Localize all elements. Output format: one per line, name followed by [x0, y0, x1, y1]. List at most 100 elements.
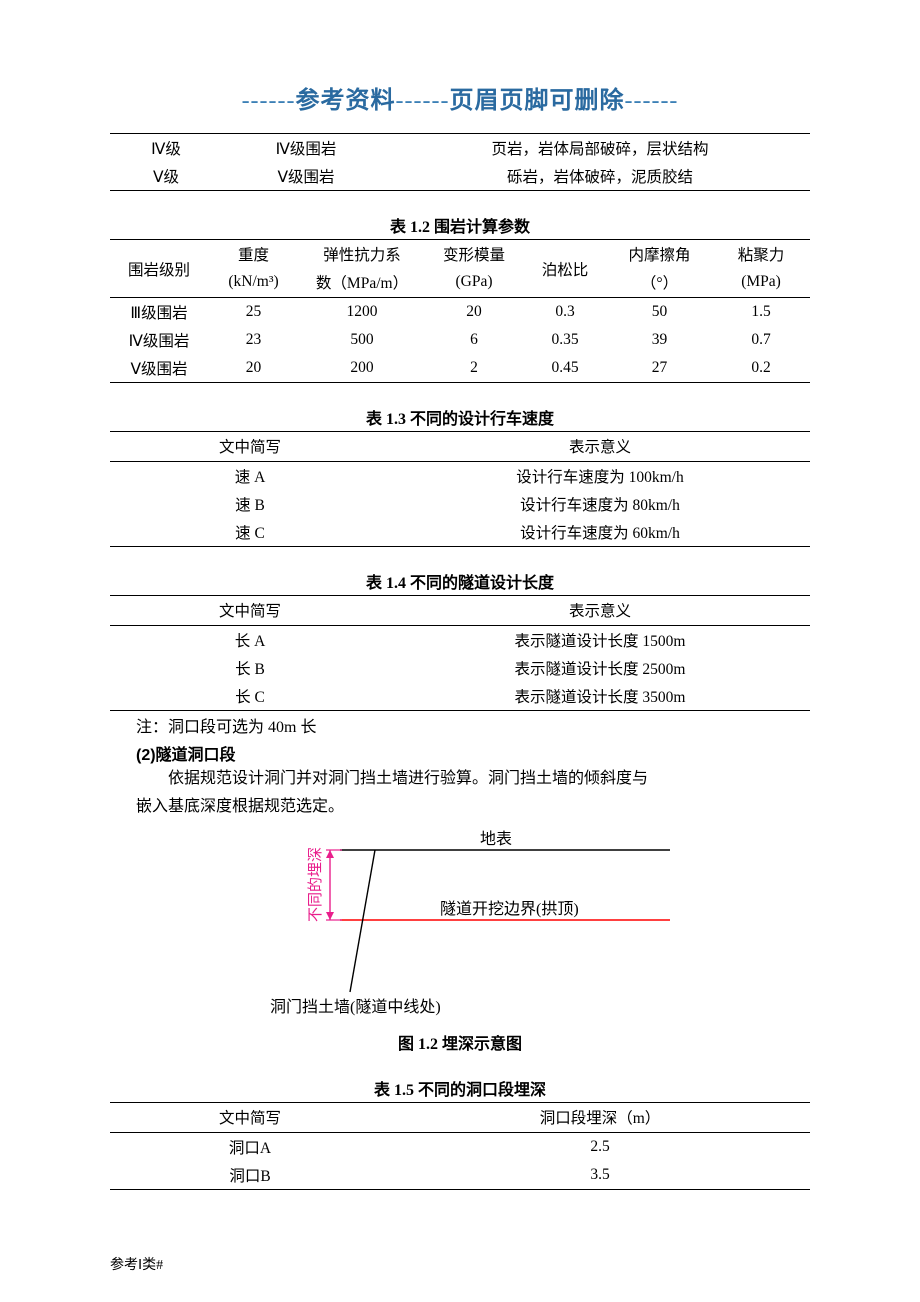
cell: 速 C: [110, 518, 390, 547]
cell: 200: [299, 354, 425, 383]
cell: 表示隧道设计长度 1500m: [390, 626, 810, 655]
section-2-title: (2)隧道洞口段: [136, 741, 810, 765]
text: 依据规范设计洞门并对洞门挡土墙进行验算。洞门挡土墙的倾斜度与: [168, 770, 648, 787]
table-row: Ⅲ级围岩251200200.3501.5: [110, 298, 810, 327]
cell: Ⅴ级: [110, 162, 222, 191]
col-subheader: (GPa): [425, 268, 523, 298]
cell: 表示隧道设计长度 2500m: [390, 654, 810, 682]
table-row: 洞口A2.5: [110, 1133, 810, 1162]
col-header: 围岩级别: [110, 240, 208, 298]
col-header: 表示意义: [390, 432, 810, 462]
table-header-row: 文中简写洞口段埋深（m）: [110, 1103, 810, 1133]
col-header: 内摩擦角: [607, 240, 712, 269]
cell: 设计行车速度为 80km/h: [390, 490, 810, 518]
cell: 2.5: [390, 1133, 810, 1162]
cell: 表示隧道设计长度 3500m: [390, 682, 810, 711]
col-subheader: (MPa): [712, 268, 810, 298]
cell: Ⅴ级围岩: [222, 162, 390, 191]
table-header-row: 文中简写表示意义: [110, 596, 810, 626]
table-subheader-row: (kN/m³) 数（MPa/m） (GPa) （°） (MPa): [110, 268, 810, 298]
cell: 长 C: [110, 682, 390, 711]
cell: 0.7: [712, 326, 810, 354]
cell: Ⅳ级围岩: [222, 134, 390, 163]
figure-depth-diagram: 地表 隧道开挖边界(拱顶) 洞门挡土墙(隧道中线处) 不同的埋深: [110, 822, 810, 1022]
col-subheader: 数（MPa/m）: [299, 268, 425, 298]
table-portal-depth: 文中简写洞口段埋深（m） 洞口A2.5 洞口B3.5: [110, 1102, 810, 1190]
table3-caption: 表 1.3 不同的设计行车速度: [110, 405, 810, 429]
table-row: Ⅴ级围岩2020020.45270.2: [110, 354, 810, 383]
cell: 1200: [299, 298, 425, 327]
col-header: 洞口段埋深（m）: [390, 1103, 810, 1133]
cell: 25: [208, 298, 299, 327]
cell: 设计行车速度为 100km/h: [390, 462, 810, 491]
table-row: Ⅳ级围岩2350060.35390.7: [110, 326, 810, 354]
table-row: 长 A表示隧道设计长度 1500m: [110, 626, 810, 655]
hdr-ref: 参考资料: [296, 88, 396, 114]
table5-caption: 表 1.5 不同的洞口段埋深: [110, 1076, 810, 1100]
col-header: 文中简写: [110, 1103, 390, 1133]
cell: 0.35: [523, 326, 607, 354]
table-row: 速 A设计行车速度为 100km/h: [110, 462, 810, 491]
table-row: 速 C设计行车速度为 60km/h: [110, 518, 810, 547]
col-header: 粘聚力: [712, 240, 810, 269]
table4-note: 注：洞口段可选为 40m 长: [136, 713, 810, 737]
cell: 页岩，岩体局部破碎，层状结构: [390, 134, 810, 163]
table-row: 速 B设计行车速度为 80km/h: [110, 490, 810, 518]
cell: 0.3: [523, 298, 607, 327]
col-header: 弹性抗力系: [299, 240, 425, 269]
page-footer: 参考Ⅰ类#: [110, 1254, 163, 1274]
cell: 洞口A: [110, 1133, 390, 1162]
col-header: 重度: [208, 240, 299, 269]
col-subheader: （°）: [607, 268, 712, 298]
cell: 长 A: [110, 626, 390, 655]
hdr-dash: ------: [396, 88, 450, 114]
cell: 3.5: [390, 1161, 810, 1190]
cell: Ⅳ级围岩: [110, 326, 208, 354]
cell: 27: [607, 354, 712, 383]
cell: Ⅳ级: [110, 134, 222, 163]
cell: 50: [607, 298, 712, 327]
table-header-row: 文中简写表示意义: [110, 432, 810, 462]
paragraph: 依据规范设计洞门并对洞门挡土墙进行验算。洞门挡土墙的倾斜度与: [136, 767, 810, 790]
label-depth: 不同的埋深: [307, 847, 324, 922]
cell: 1.5: [712, 298, 810, 327]
cell: 20: [208, 354, 299, 383]
table-header-row: 围岩级别 重度 弹性抗力系 变形模量 泊松比 内摩擦角 粘聚力: [110, 240, 810, 269]
col-header: 表示意义: [390, 596, 810, 626]
paragraph: 嵌入基底深度根据规范选定。: [136, 792, 810, 816]
cell: 长 B: [110, 654, 390, 682]
cell: 2: [425, 354, 523, 383]
table4-caption: 表 1.4 不同的隧道设计长度: [110, 569, 810, 593]
label-surface: 地表: [480, 830, 512, 848]
col-header: 泊松比: [523, 240, 607, 298]
table-row: Ⅳ级Ⅳ级围岩页岩，岩体局部破碎，层状结构: [110, 134, 810, 163]
cell: 0.45: [523, 354, 607, 383]
table-rock-params: 围岩级别 重度 弹性抗力系 变形模量 泊松比 内摩擦角 粘聚力 (kN/m³) …: [110, 239, 810, 383]
figure-caption: 图 1.2 埋深示意图: [110, 1030, 810, 1054]
cell: 0.2: [712, 354, 810, 383]
table-row: 洞口B3.5: [110, 1161, 810, 1190]
page-header: ------参考资料------页眉页脚可删除------: [110, 80, 810, 115]
table-length: 文中简写表示意义 长 A表示隧道设计长度 1500m 长 B表示隧道设计长度 2…: [110, 595, 810, 711]
cell: 设计行车速度为 60km/h: [390, 518, 810, 547]
cell: 39: [607, 326, 712, 354]
col-subheader: (kN/m³): [208, 268, 299, 298]
col-header: 变形模量: [425, 240, 523, 269]
cell: 洞口B: [110, 1161, 390, 1190]
cell: 500: [299, 326, 425, 354]
col-header: 文中简写: [110, 432, 390, 462]
table-row: 长 C表示隧道设计长度 3500m: [110, 682, 810, 711]
table-rocktype-fragment: Ⅳ级Ⅳ级围岩页岩，岩体局部破碎，层状结构 Ⅴ级Ⅴ级围岩砾岩，岩体破碎，泥质胶结: [110, 133, 810, 191]
hdr-dash: ------: [242, 88, 296, 114]
table2-caption: 表 1.2 围岩计算参数: [110, 213, 810, 237]
text: 嵌入基底深度根据规范选定。: [136, 798, 344, 815]
table-row: 长 B表示隧道设计长度 2500m: [110, 654, 810, 682]
cell: 20: [425, 298, 523, 327]
label-wall: 洞门挡土墙(隧道中线处): [270, 998, 441, 1016]
cell: Ⅴ级围岩: [110, 354, 208, 383]
cell: 23: [208, 326, 299, 354]
table-row: Ⅴ级Ⅴ级围岩砾岩，岩体破碎，泥质胶结: [110, 162, 810, 191]
label-boundary: 隧道开挖边界(拱顶): [440, 900, 579, 918]
cell: 砾岩，岩体破碎，泥质胶结: [390, 162, 810, 191]
cell: 6: [425, 326, 523, 354]
